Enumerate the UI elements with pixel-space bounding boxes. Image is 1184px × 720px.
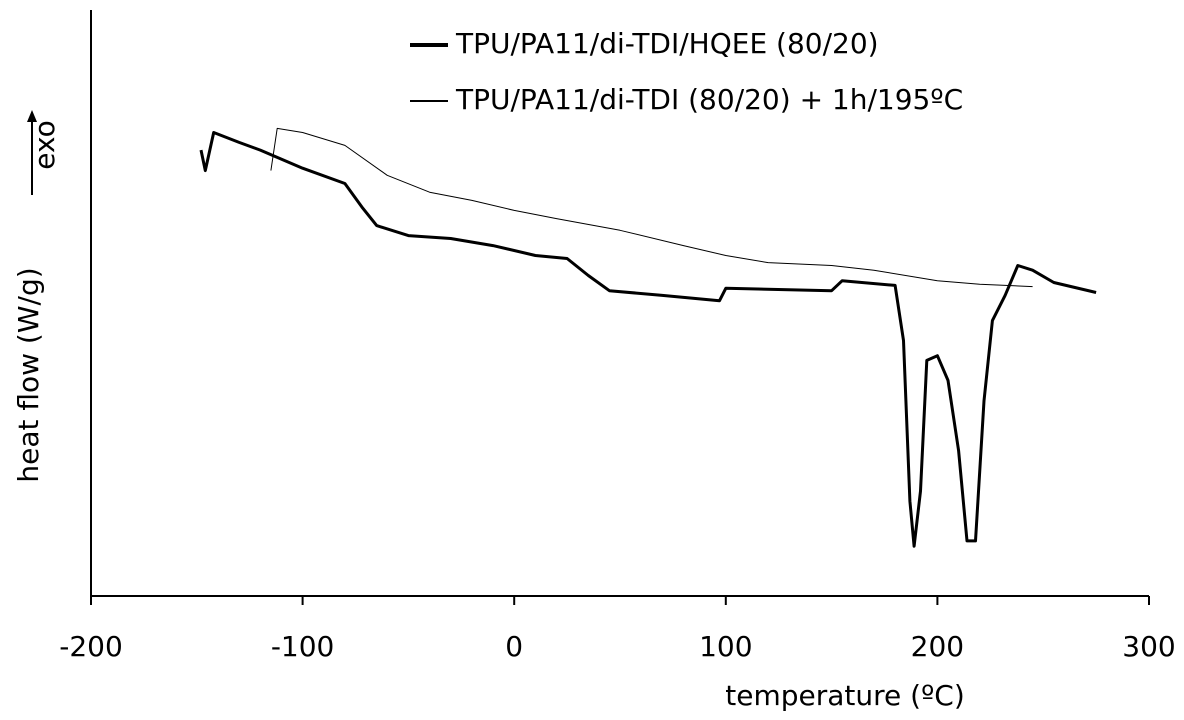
series-line	[199, 131, 1097, 548]
exo-arrowhead	[27, 110, 37, 122]
x-tick-label: 0	[505, 630, 523, 663]
y-axis-label: heat flow (W/g)	[12, 267, 45, 482]
legend-label: TPU/PA11/di-TDI (80/20) + 1h/195ºC	[455, 83, 963, 116]
x-tick-label: 100	[699, 630, 752, 663]
x-tick-label: -200	[59, 630, 123, 663]
x-axis-label: temperature (ºC)	[725, 679, 965, 712]
x-tick-label: 300	[1122, 630, 1175, 663]
x-tick-label: -100	[271, 630, 335, 663]
series-line	[270, 127, 1033, 288]
legend-label: TPU/PA11/di-TDI/HQEE (80/20)	[455, 27, 879, 60]
x-tick-label: 200	[911, 630, 964, 663]
exo-label: exo	[28, 120, 61, 170]
